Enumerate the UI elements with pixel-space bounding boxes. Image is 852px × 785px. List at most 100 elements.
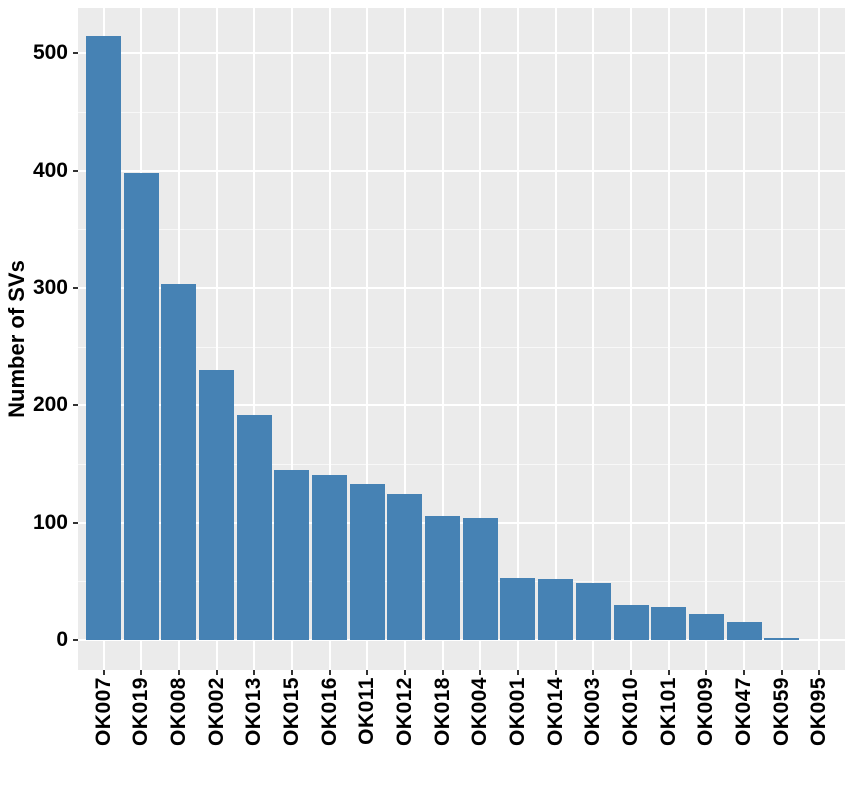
bar-OK015 (274, 469, 310, 640)
horizontal-minor-gridline (78, 581, 845, 583)
y-tick-label: 0 (56, 628, 68, 651)
y-tick-label: 300 (32, 275, 68, 299)
bar-OK059 (764, 637, 800, 640)
x-tick-label: OK012 (392, 677, 416, 747)
x-tick-label: OK047 (732, 677, 756, 747)
bar-OK003 (575, 582, 611, 640)
bar-OK009 (688, 614, 724, 640)
bar-OK047 (726, 622, 762, 640)
x-tick-label: OK018 (430, 677, 454, 747)
bar-OK001 (500, 577, 536, 640)
horizontal-major-gridline (78, 639, 845, 641)
x-tick-label: OK009 (694, 677, 718, 747)
bar-OK004 (462, 517, 498, 640)
x-axis-tick (290, 670, 293, 675)
x-tick-label: OK002 (204, 677, 228, 747)
vertical-gridline (215, 8, 218, 670)
horizontal-major-gridline (78, 521, 845, 524)
vertical-gridline (705, 8, 708, 670)
x-axis-tick (592, 670, 595, 675)
horizontal-minor-gridline (78, 346, 845, 348)
x-axis-tick (743, 670, 746, 675)
bar-OK008 (161, 284, 197, 640)
vertical-gridline (328, 8, 331, 670)
vertical-gridline (818, 8, 821, 670)
x-axis-tick (140, 670, 143, 675)
horizontal-minor-gridline (78, 111, 845, 113)
x-axis-tick (177, 670, 180, 675)
x-tick-label: OK015 (279, 677, 303, 747)
horizontal-minor-gridline (78, 229, 845, 231)
vertical-gridline (592, 8, 595, 670)
vertical-gridline (554, 8, 557, 670)
y-axis-tick (73, 404, 78, 407)
x-axis-tick (403, 670, 406, 675)
y-tick-label: 200 (32, 393, 68, 417)
x-tick-label: OK008 (166, 677, 190, 747)
x-axis-tick (253, 670, 256, 675)
horizontal-major-gridline (78, 404, 845, 407)
x-tick-label: OK011 (355, 677, 379, 745)
plot-panel (78, 8, 845, 670)
x-axis-tick (705, 670, 708, 675)
bar-OK011 (349, 483, 385, 640)
bar-OK019 (123, 172, 159, 640)
vertical-gridline (479, 8, 482, 670)
horizontal-major-gridline (78, 169, 845, 172)
bar-OK010 (613, 604, 649, 640)
x-tick-label: OK095 (807, 677, 831, 747)
vertical-gridline (630, 8, 633, 670)
y-tick-label: 100 (32, 510, 68, 534)
x-axis-tick (102, 670, 105, 675)
vertical-gridline (403, 8, 406, 670)
vertical-gridline (780, 8, 783, 670)
vertical-gridline (290, 8, 293, 670)
x-axis-tick (479, 670, 482, 675)
horizontal-major-gridline (78, 286, 845, 289)
x-axis-tick (554, 670, 557, 675)
vertical-gridline (516, 8, 519, 670)
x-axis-tick (780, 670, 783, 675)
x-axis-tick (328, 670, 331, 675)
vertical-gridline (253, 8, 256, 670)
y-axis-tick (73, 52, 78, 55)
x-axis-tick (630, 670, 633, 675)
vertical-gridline (667, 8, 670, 670)
x-tick-label: OK010 (619, 677, 643, 747)
x-axis-tick (441, 670, 444, 675)
bar-OK013 (236, 414, 272, 640)
bar-OK018 (425, 515, 461, 640)
bar-OK002 (199, 370, 235, 640)
y-tick-label: 500 (32, 41, 68, 65)
x-axis-tick (215, 670, 218, 675)
x-tick-label: OK003 (581, 677, 605, 747)
x-axis-tick (366, 670, 369, 675)
bar-OK101 (651, 607, 687, 640)
y-axis-tick (73, 169, 78, 172)
y-tick-label: 400 (32, 158, 68, 182)
x-axis-tick (516, 670, 519, 675)
x-tick-label: OK016 (317, 677, 341, 747)
bar-OK014 (538, 578, 574, 640)
horizontal-minor-gridline (78, 463, 845, 465)
x-tick-label: OK059 (769, 677, 793, 747)
x-tick-label: OK007 (91, 677, 115, 747)
x-tick-label: OK101 (656, 677, 680, 747)
horizontal-major-gridline (78, 52, 845, 55)
y-axis-title: Number of SVs (4, 260, 29, 418)
x-axis-tick (667, 670, 670, 675)
y-axis-tick (73, 639, 78, 641)
bar-OK012 (387, 494, 423, 640)
vertical-gridline (366, 8, 369, 670)
x-tick-label: OK001 (505, 677, 529, 747)
x-tick-label: OK013 (242, 677, 266, 747)
x-tick-label: OK004 (468, 677, 492, 747)
bar-OK007 (86, 35, 121, 640)
x-axis-tick (818, 670, 821, 675)
y-axis-tick (73, 521, 78, 524)
vertical-gridline (743, 8, 746, 670)
x-tick-label: OK019 (129, 677, 153, 747)
bar-OK016 (312, 474, 348, 640)
vertical-gridline (441, 8, 444, 670)
